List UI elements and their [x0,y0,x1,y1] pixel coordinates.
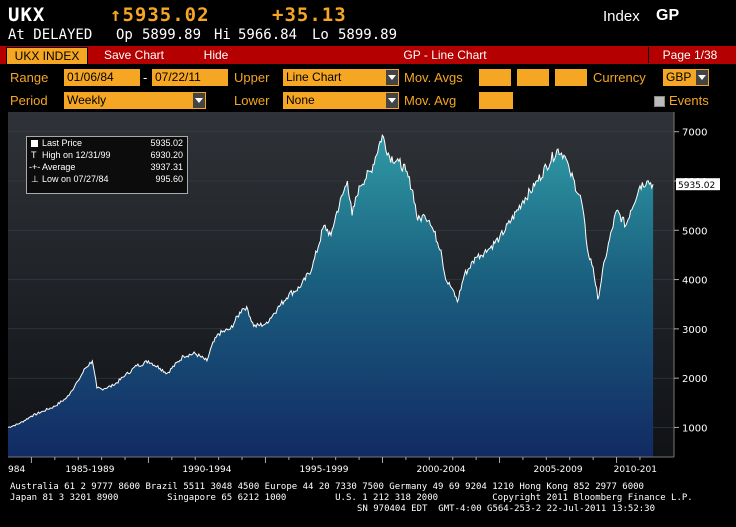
y-tick-label: 4000 [682,276,707,287]
legend-last-price-value: 5935.02 [150,138,183,148]
footer-contacts-2: Japan 81 3 3201 8900 Singapore 65 6212 1… [10,493,693,503]
mov-avgs-label: Mov. Avgs [404,70,463,85]
mov-avg-field-1[interactable] [479,69,511,86]
high-marker-icon: T [31,150,37,160]
footer-contacts-1: Australia 61 2 9777 8600 Brazil 5511 304… [10,482,644,492]
currency-label: Currency [593,70,646,85]
range-end-field[interactable]: 07/22/11 [152,69,228,86]
legend-high-value: 6930.20 [150,150,183,160]
events-checkbox[interactable] [654,96,665,107]
type-label: Index [603,8,640,25]
legend-high-label: High on 12/31/99 [42,150,111,160]
ticker: UKX [8,4,46,26]
x-tick-label: 1995-1999 [299,465,348,475]
market-code: GP [656,7,680,24]
open-value: 5899.89 [142,27,202,43]
hide-button[interactable]: Hide [203,48,229,62]
lower-label: Lower [234,93,270,108]
x-tick-label: 1990-1994 [182,465,231,475]
legend-last-price-label: Last Price [42,138,83,148]
save-chart-button[interactable]: Save Chart [103,48,165,62]
currency-select[interactable]: GBP [663,69,709,86]
chevron-down-icon [386,93,398,108]
mov-avg-field[interactable] [479,92,513,109]
footer-timestamp: SN 970404 EDT GMT-4:00 G564-253-2 22-Jul… [357,504,656,514]
chevron-down-icon [193,93,205,108]
high-label: Hi [214,27,231,43]
price-line [7,133,654,428]
x-tick-label: 984 [8,465,25,475]
legend-low-label: Low on 07/27/84 [42,174,109,184]
price-area [8,135,654,457]
chevron-down-icon [386,70,398,85]
high-value: 5966.84 [238,27,298,43]
y-tick-label: 7000 [682,128,707,139]
last-price-swatch-icon [31,140,38,147]
period-select[interactable]: Weekly [64,92,206,109]
toolbar [0,46,736,64]
upper-label: Upper [234,70,270,85]
mov-avg-field-3[interactable] [555,69,587,86]
upper-value: Line Chart [286,70,342,84]
chevron-down-icon [696,70,708,85]
low-value: 5899.89 [338,27,398,43]
line-chart: 1000200030004000500060007000 9841985-198… [7,112,720,475]
x-tick-label: 2000-2004 [416,465,465,475]
average-marker-icon: -+- [29,162,41,172]
y-tick-label: 1000 [682,423,707,434]
low-marker-icon: ⊥ [31,174,39,184]
x-tick-label: 2005-2009 [534,465,583,475]
mov-avg-field-2[interactable] [517,69,549,86]
security-tab[interactable]: UKX INDEX [6,47,88,65]
status: At DELAYED [8,27,93,43]
lower-select[interactable]: None [283,92,399,109]
chart-legend: Last Price 5935.02 T High on 12/31/99 69… [26,136,188,194]
last-value-label: 5935.02 [678,181,715,191]
x-tick-label: 1985-1989 [65,465,114,475]
lower-value: None [286,93,315,107]
open-label: Op [116,27,133,43]
range-label: Range [10,70,49,85]
page-indicator[interactable]: Page 1/38 [648,47,731,63]
range-start-field[interactable]: 01/06/84 [64,69,140,86]
period-value: Weekly [67,93,107,107]
legend-average-label: Average [42,162,76,172]
legend-average-value: 3937.31 [150,162,183,172]
low-label: Lo [312,27,329,43]
chart-title: GP - Line Chart [403,48,487,62]
mov-avg-label: Mov. Avg [404,93,457,108]
x-tick-label: 2010-201 [614,465,657,475]
price-change: +35.13 [272,4,347,26]
range-separator: - [143,70,148,85]
last-value-box [676,178,720,191]
y-tick-label: 5000 [682,226,707,237]
currency-value: GBP [666,70,692,84]
price: ↑5935.02 [110,4,210,26]
events-label: Events [669,93,709,108]
y-tick-label: 3000 [682,325,707,336]
y-tick-label: 2000 [682,374,707,385]
legend-low-value: 995.60 [155,174,183,184]
upper-select[interactable]: Line Chart [283,69,399,86]
period-label: Period [10,93,48,108]
